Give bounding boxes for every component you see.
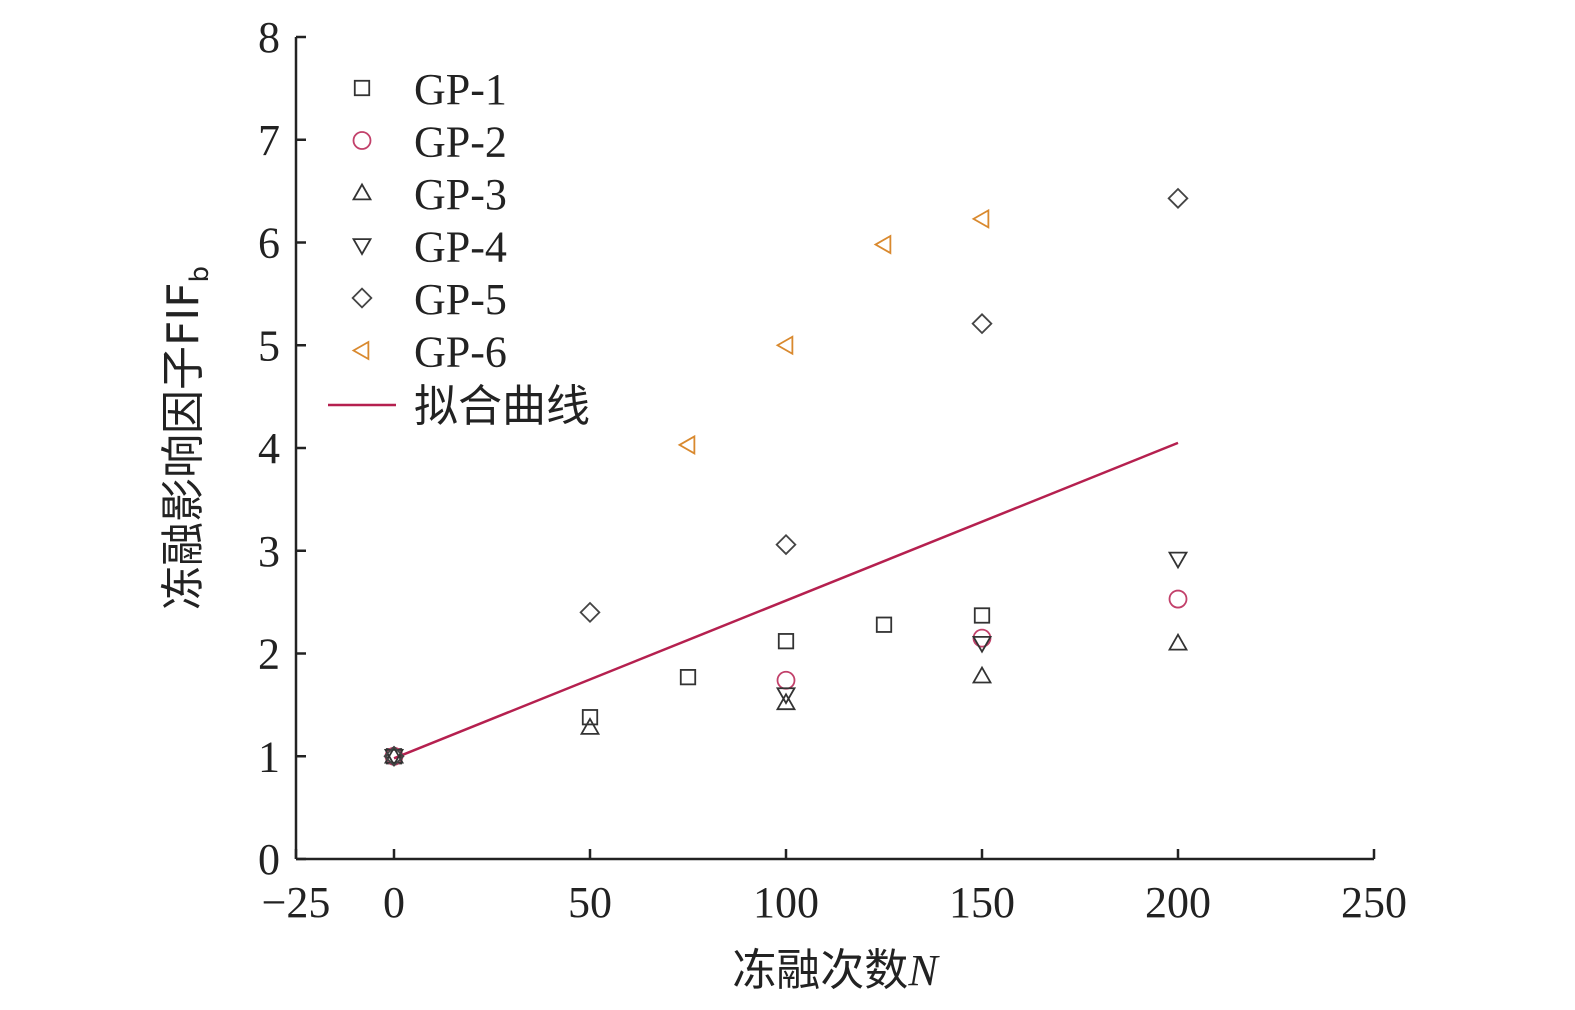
data-point-gp-4	[775, 687, 797, 705]
data-point-gp-3	[383, 745, 405, 764]
legend-label: GP-1	[414, 65, 507, 114]
y-tick-label: 4	[258, 424, 280, 473]
data-point-gp-4	[971, 635, 993, 654]
legend-marker-gp-4	[351, 238, 373, 256]
data-point-gp-1	[777, 633, 795, 650]
x-tick-label: 50	[568, 878, 612, 927]
legend-marker-gp-2	[352, 131, 372, 150]
legend-marker-gp-1	[353, 79, 371, 97]
data-points-layer	[383, 187, 1189, 767]
data-point-gp-5	[1167, 187, 1189, 209]
data-point-gp-5	[383, 745, 405, 767]
data-point-gp-3	[775, 692, 797, 711]
y-tick-label: 7	[258, 116, 280, 165]
y-tick-label: 8	[258, 13, 280, 62]
legend-label: GP-4	[414, 223, 507, 272]
data-point-gp-4	[383, 748, 405, 767]
data-point-gp-5	[775, 533, 797, 556]
data-point-gp-3	[971, 665, 993, 684]
data-point-gp-2	[972, 628, 992, 648]
y-tick-label: 5	[258, 321, 280, 370]
y-axis-title: 冻融影响因子FIFb	[158, 266, 215, 610]
data-point-gp-1	[875, 616, 893, 633]
legend-marker-gp-6	[351, 340, 370, 361]
data-point-gp-6	[775, 335, 794, 356]
x-tick-label: 0	[383, 878, 405, 927]
data-point-gp-2	[1168, 589, 1188, 609]
data-point-gp-1	[581, 709, 599, 726]
legend-marker-gp-5	[351, 287, 373, 309]
data-point-gp-6	[677, 434, 696, 455]
data-point-gp-5	[579, 601, 601, 624]
y-tick-label: 0	[258, 835, 280, 884]
legend-label: 拟合曲线	[414, 381, 590, 432]
x-axis-title: 冻融次数N	[732, 945, 940, 996]
legend-label: GP-6	[414, 328, 507, 377]
fit-line-layer	[393, 441, 1179, 760]
legend-marker-gp-3	[351, 182, 373, 201]
data-point-gp-2	[776, 670, 796, 690]
data-point-gp-1	[973, 607, 991, 624]
data-point-gp-6	[971, 208, 990, 229]
y-tick-label: 2	[258, 630, 280, 679]
data-point-gp-3	[579, 717, 601, 735]
legend-label: GP-3	[414, 170, 507, 219]
data-point-gp-3	[1167, 632, 1189, 651]
data-point-gp-1	[679, 669, 697, 686]
x-tick-label: 100	[753, 878, 819, 927]
y-tick-label: 1	[258, 732, 280, 781]
data-point-gp-6	[873, 234, 892, 255]
x-tick-label: −25	[262, 878, 331, 927]
data-point-gp-5	[971, 313, 993, 335]
data-point-gp-4	[1167, 551, 1189, 570]
legend-label: GP-2	[414, 118, 507, 167]
x-tick-label: 150	[949, 878, 1015, 927]
y-tick-label: 6	[258, 219, 280, 268]
fit-line	[393, 441, 1179, 760]
x-tick-label: 200	[1145, 878, 1211, 927]
y-tick-label: 3	[258, 527, 280, 576]
x-tick-label: 250	[1341, 878, 1407, 927]
legend-label: GP-5	[414, 275, 507, 324]
